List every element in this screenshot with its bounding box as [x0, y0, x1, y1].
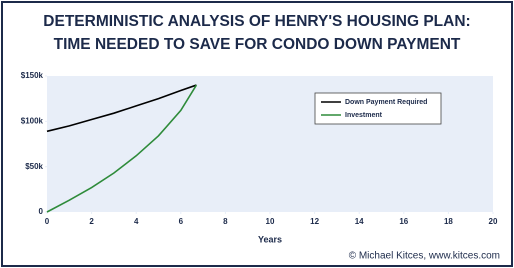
- x-tick-label: 14: [355, 217, 364, 226]
- y-tick-label: $50k: [25, 162, 43, 171]
- legend-label: Down Payment Required: [345, 99, 427, 106]
- series-line: [46, 84, 198, 213]
- series-line: [46, 84, 197, 133]
- x-tick-label: 12: [310, 217, 319, 226]
- x-tick-label: 20: [489, 217, 498, 226]
- chart-title: DETERMINISTIC ANALYSIS OF HENRY'S HOUSIN…: [43, 13, 470, 30]
- legend-box: [314, 92, 442, 125]
- x-tick-label: 8: [223, 217, 228, 226]
- x-axis-label: Years: [258, 234, 282, 244]
- x-tick-label: 16: [399, 217, 408, 226]
- y-tick-label: 0: [39, 207, 44, 216]
- y-tick-label: $150k: [21, 71, 44, 80]
- x-tick-label: 18: [444, 217, 453, 226]
- x-tick-label: 10: [266, 217, 275, 226]
- x-tick-label: 4: [134, 217, 139, 226]
- legend-label: Investment: [345, 112, 383, 119]
- x-tick-label: 6: [179, 217, 184, 226]
- chart-title: TIME NEEDED TO SAVE FOR CONDO DOWN PAYME…: [54, 36, 461, 53]
- credit: © Michael Kitces, www.kitces.com: [349, 251, 500, 262]
- y-tick-label: $100k: [21, 116, 44, 125]
- x-tick-label: 2: [89, 217, 94, 226]
- x-tick-label: 0: [45, 217, 50, 226]
